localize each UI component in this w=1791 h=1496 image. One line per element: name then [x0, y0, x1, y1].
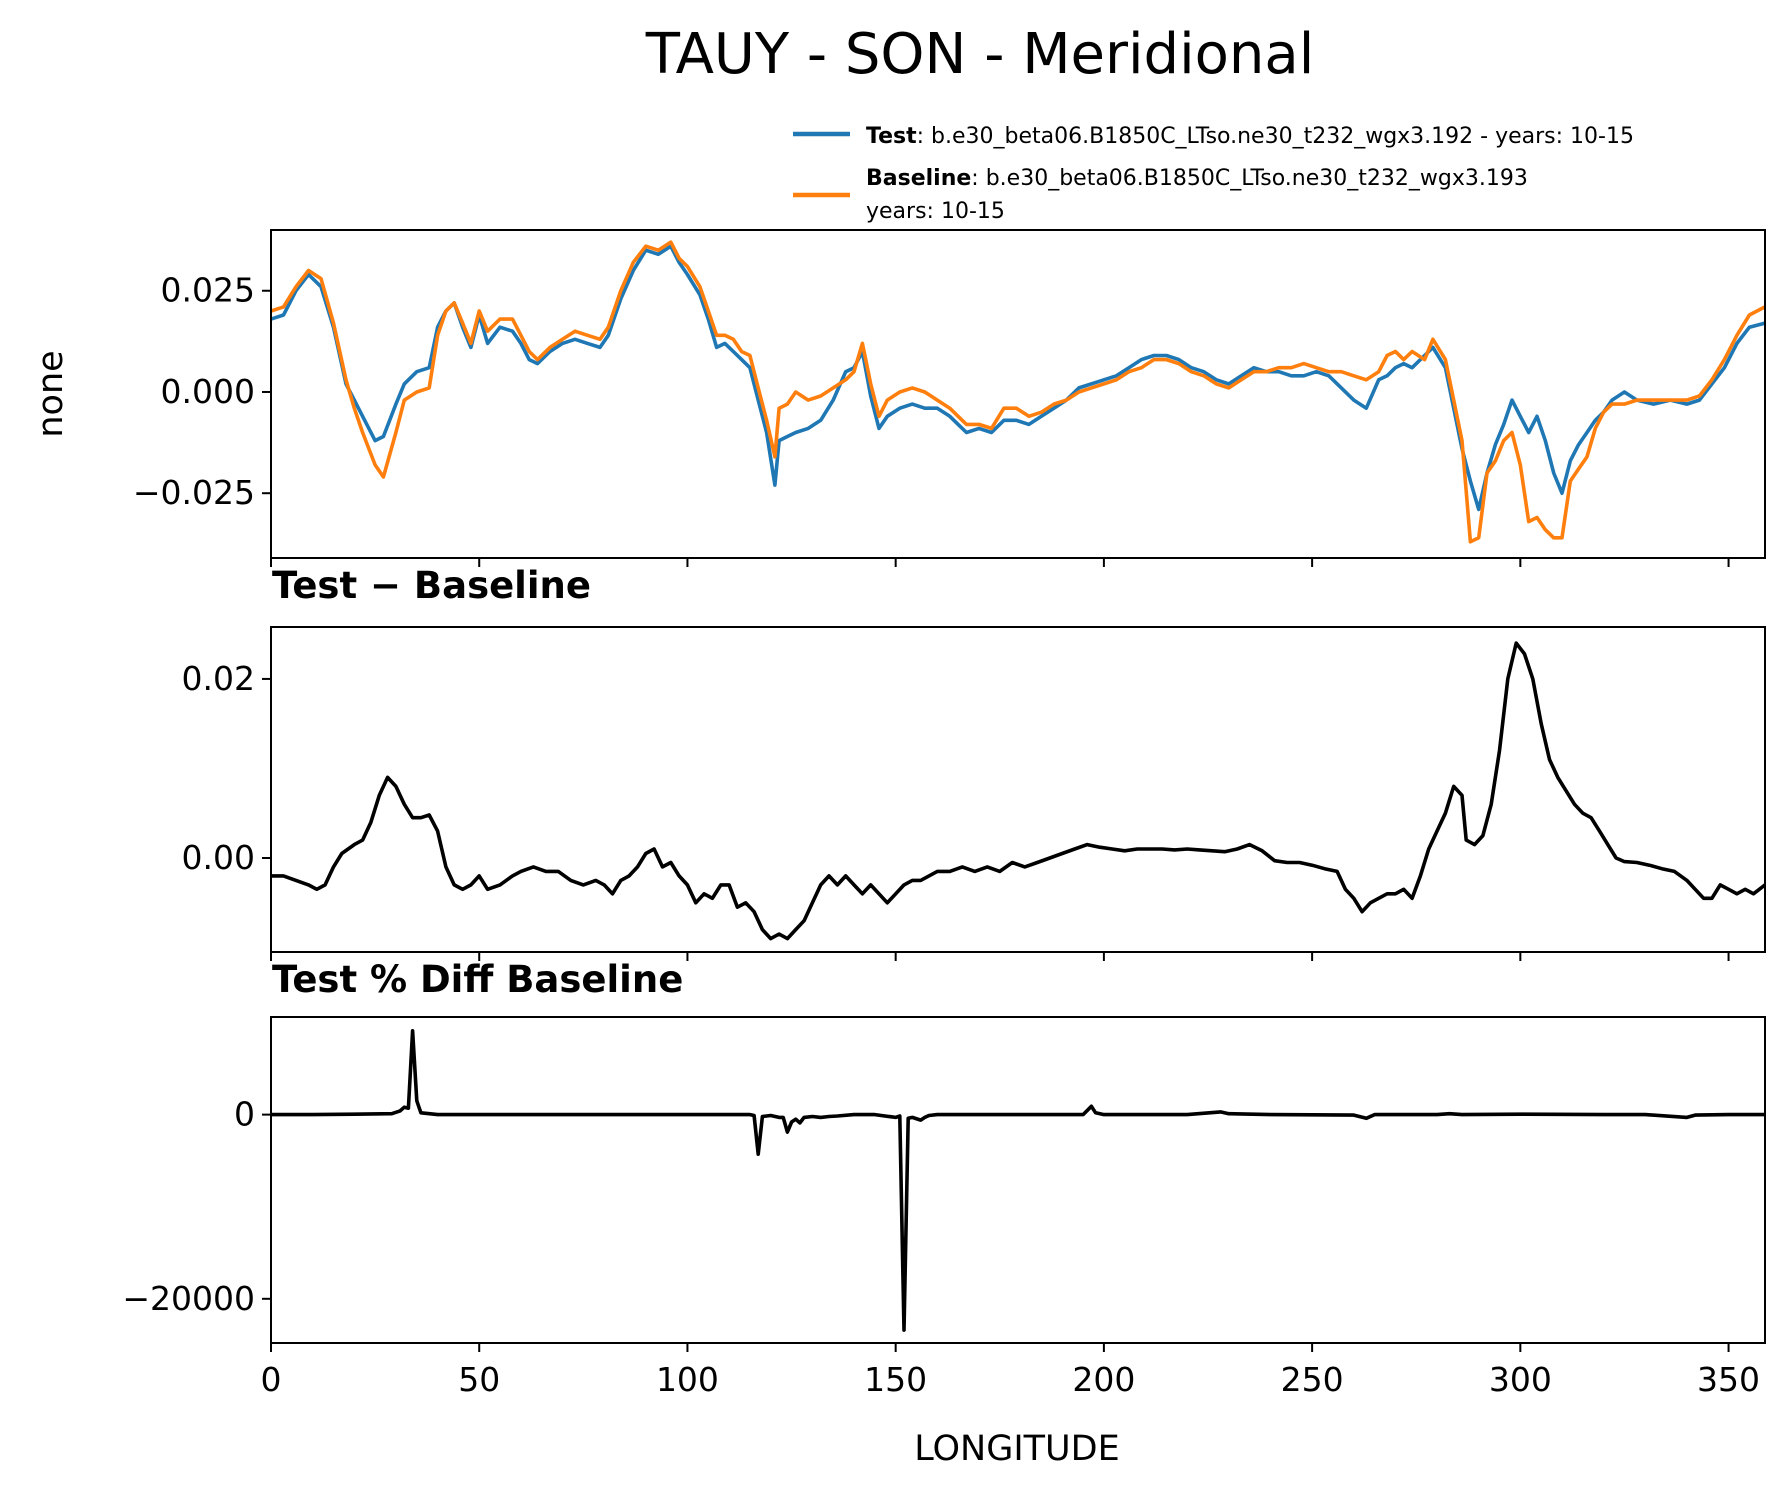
legend-baseline-text-line2: years: 10-15 — [866, 199, 1005, 224]
panel-pctdiff-xtick-label: 50 — [458, 1360, 500, 1399]
panel-pctdiff-xtick-label: 250 — [1281, 1360, 1344, 1399]
panel-main-ytick-label: −0.025 — [133, 473, 255, 512]
legend-test-text: : b.e30_beta06.B1850C_LTso.ne30_t232_wgx… — [917, 124, 1634, 149]
panel-pctdiff-xtick-label: 100 — [656, 1360, 719, 1399]
legend-baseline-text: : b.e30_beta06.B1850C_LTso.ne30_t232_wgx… — [971, 166, 1528, 191]
panel-pctdiff-xtick-label: 350 — [1697, 1360, 1760, 1399]
panel-pctdiff-ytick-label: 0 — [234, 1095, 255, 1134]
panel-pctdiff-series-0-line — [271, 1029, 1765, 1332]
panel-main-frame — [270, 229, 1766, 559]
legend-baseline-name: Baseline — [866, 166, 971, 191]
panel-main: −0.025 0.000 0.025 — [133, 229, 1766, 567]
legend-test-entry: Test: b.e30_beta06.B1850C_LTso.ne30_t232… — [866, 124, 1634, 149]
panel-diff-ytick-label: 0.02 — [182, 659, 255, 698]
panel-pctdiff: −20000 0 0 50 100 150 200 250 300 350 — [122, 1016, 1766, 1399]
panel-diff-series-0-line — [271, 641, 1765, 941]
panel-pctdiff-xtick-label: 300 — [1489, 1360, 1552, 1399]
panel-main-ylabel: none — [31, 350, 71, 437]
figure-title: TAUY - SON - Meridional — [645, 22, 1315, 87]
panel-main-series-baseline-line — [271, 240, 1765, 544]
panel-pctdiff-xtick-label: 0 — [261, 1360, 282, 1399]
panel-main-series-test-line — [271, 244, 1765, 512]
panel-pctdiff-frame — [270, 1016, 1766, 1344]
panel-main-ytick-label: 0.000 — [161, 372, 255, 411]
panel-main-ytick-label: 0.025 — [161, 271, 255, 310]
panel-pctdiff-ytick-label: −20000 — [122, 1279, 255, 1318]
panel-diff-frame — [270, 626, 1766, 953]
panel-pctdiff-xtick-label: 150 — [864, 1360, 927, 1399]
panel-diff-ytick-label: 0.00 — [182, 838, 255, 877]
legend: Test: b.e30_beta06.B1850C_LTso.ne30_t232… — [793, 124, 1634, 224]
panel-diff: 0.00 0.02 — [182, 626, 1766, 961]
panel-pctdiff-title: Test % Diff Baseline — [272, 958, 683, 1001]
x-axis-label: LONGITUDE — [914, 1429, 1120, 1469]
legend-baseline-entry: Baseline: b.e30_beta06.B1850C_LTso.ne30_… — [866, 166, 1528, 191]
panel-pctdiff-xtick-label: 200 — [1072, 1360, 1135, 1399]
legend-test-name: Test — [866, 124, 917, 149]
panels: −0.025 0.000 0.025 0.00 0.02 −20000 0 0 50 100 150… — [122, 229, 1766, 1399]
panel-diff-title: Test − Baseline — [272, 564, 591, 607]
